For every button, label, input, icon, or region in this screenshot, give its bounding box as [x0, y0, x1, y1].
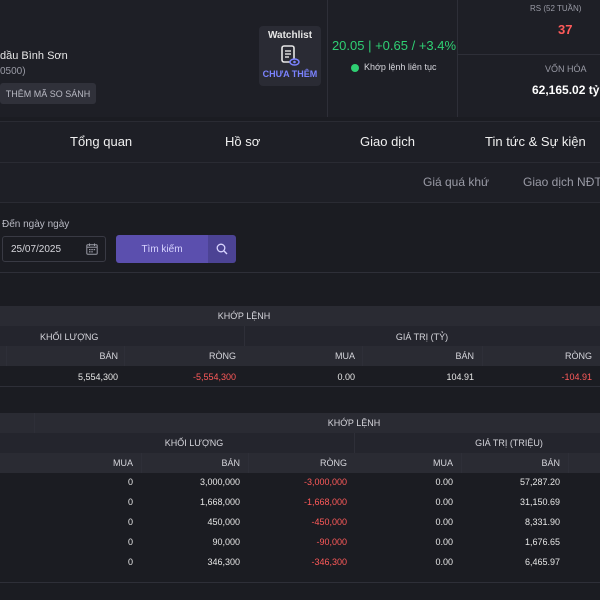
column-header: BÁN — [99, 351, 118, 361]
table-cell: 0.00 — [435, 537, 453, 547]
table-cell: -3,000,000 — [303, 477, 347, 487]
watchlist-title: Watchlist — [267, 30, 313, 41]
table-cell: 31,150.69 — [519, 497, 560, 507]
subtab-price-history[interactable]: Giá quá khứ — [423, 175, 490, 189]
column-header: MUA — [433, 458, 453, 468]
price-change: 20.05 | +0.65 / +3.4% — [331, 38, 457, 53]
table-cell: 1,668,000 — [199, 497, 240, 507]
table-cell: 57,287.20 — [519, 477, 560, 487]
section-divider — [0, 272, 600, 273]
column-header: RÒNG — [565, 351, 592, 361]
table-cell: -104.91 — [561, 372, 592, 382]
company-name: dầu Bình Sơn — [0, 50, 68, 62]
column-divider — [362, 346, 363, 366]
watchlist-button[interactable]: Watchlist CHƯA THÊM — [259, 26, 321, 86]
tab-trading[interactable]: Giao dịch — [360, 134, 415, 149]
column-header: BÁN — [455, 351, 474, 361]
column-header: BÁN — [221, 458, 240, 468]
column-divider — [248, 453, 249, 473]
table-header-row — [0, 346, 600, 366]
table-cell: 104.91 — [446, 372, 474, 382]
column-divider — [568, 453, 569, 473]
table-cell: 0.00 — [435, 517, 453, 527]
table-cell: 0 — [127, 537, 133, 547]
table-cell: 0 — [127, 517, 133, 527]
table-cell: 5,554,300 — [77, 372, 118, 382]
search-button[interactable]: Tìm kiếm — [116, 235, 208, 263]
table-header-row — [0, 433, 600, 453]
column-divider — [482, 346, 483, 366]
table-cell: -5,554,300 — [192, 372, 236, 382]
to-date-label: Đến ngày ngày — [2, 219, 70, 230]
match-status-label: Khớp lệnh liên tục — [364, 62, 437, 72]
table-cell: 0.00 — [435, 497, 453, 507]
column-header: RÒNG — [209, 351, 236, 361]
column-header: RÒNG — [320, 458, 347, 468]
table-cell: -90,000 — [316, 537, 347, 547]
section-divider — [0, 582, 600, 583]
column-divider — [6, 346, 7, 366]
add-compare-button[interactable]: THÊM MÃ SO SÁNH — [0, 83, 96, 104]
table-cell: 6,465.97 — [524, 557, 560, 567]
volume-header: KHỐI LƯỢNG — [40, 332, 99, 342]
table-cell: 90,000 — [212, 537, 240, 547]
volume-header: KHỐI LƯỢNG — [164, 438, 224, 448]
search-icon-button[interactable] — [208, 235, 236, 263]
watchlist-status: CHƯA THÊM — [262, 69, 318, 79]
watchlist-document-icon — [281, 45, 300, 66]
header-divider — [458, 54, 600, 55]
table-cell: -346,300 — [311, 557, 347, 567]
to-date-input[interactable]: 25/07/2025 — [2, 236, 106, 262]
column-header: MUA — [335, 351, 355, 361]
market-cap-value: 62,165.02 tỷ — [532, 83, 600, 97]
table-cell: 0 — [127, 497, 133, 507]
tab-profile[interactable]: Hồ sơ — [225, 134, 261, 149]
table-header-row — [0, 413, 600, 433]
group-header: KHỚP LỆNH — [327, 418, 381, 428]
subtab-foreign-trading[interactable]: Giao dịch NĐTNN — [523, 175, 600, 189]
sub-tabs: Giá quá khứ Giao dịch NĐTNN — [0, 163, 600, 203]
table-cell: -1,668,000 — [303, 497, 347, 507]
rs-value: 37 — [558, 22, 573, 37]
table-cell: 1,676.65 — [524, 537, 560, 547]
search-icon — [216, 243, 228, 255]
table-header-row — [0, 453, 600, 473]
header-divider — [327, 0, 328, 117]
market-cap-label: VỐN HÓA — [545, 64, 587, 74]
stock-header: dầu Bình Sơn 0500) THÊM MÃ SO SÁNH Watch… — [0, 0, 600, 117]
rs-label: RS (52 TUẦN) — [530, 4, 582, 13]
column-header: BÁN — [541, 458, 560, 468]
table-header-row — [0, 306, 600, 326]
tab-news-events[interactable]: Tin tức & Sự kiện — [485, 134, 586, 149]
table-cell: 0.00 — [435, 477, 453, 487]
table-cell: 0 — [127, 477, 133, 487]
table-header-row — [0, 326, 600, 346]
calendar-icon[interactable] — [86, 243, 98, 255]
status-dot-icon — [351, 64, 359, 72]
table-cell: -450,000 — [311, 517, 347, 527]
main-tabs: Tổng quan Hồ sơ Giao dịch Tin tức & Sự k… — [0, 121, 600, 163]
row-divider — [0, 386, 600, 387]
table-cell: 3,000,000 — [199, 477, 240, 487]
column-divider — [461, 453, 462, 473]
value-header: GIÁ TRỊ (TỶ) — [395, 332, 449, 342]
table-cell: 346,300 — [207, 557, 240, 567]
table-cell: 8,331.90 — [524, 517, 560, 527]
column-divider — [124, 346, 125, 366]
group-header: KHỚP LỆNH — [217, 311, 271, 321]
tab-overview[interactable]: Tổng quan — [70, 134, 133, 149]
table-cell: 0.00 — [435, 557, 453, 567]
company-code: 0500) — [0, 66, 26, 77]
table-cell: 450,000 — [207, 517, 240, 527]
table-cell: 0 — [127, 557, 133, 567]
header-divider — [457, 0, 458, 117]
column-divider — [141, 453, 142, 473]
value-header: GIÁ TRỊ (TRIỆU) — [475, 438, 543, 448]
table-cell: 0.00 — [337, 372, 355, 382]
column-header: MUA — [113, 458, 133, 468]
